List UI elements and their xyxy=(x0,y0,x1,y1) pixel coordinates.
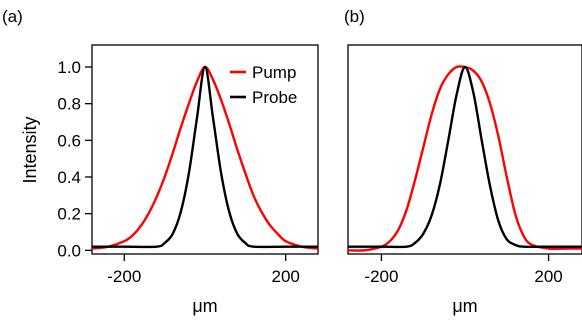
x-tick-label: 200 xyxy=(272,267,300,286)
legend-label-probe: Probe xyxy=(252,88,297,107)
legend: Pump Probe xyxy=(230,63,297,107)
legend-label-pump: Pump xyxy=(252,63,296,82)
y-tick-label: 0.0 xyxy=(57,241,81,260)
panel-label-a: (a) xyxy=(2,7,23,26)
x-tick-label: 200 xyxy=(534,267,562,286)
series-b xyxy=(348,65,582,252)
panel-a: (a) 0.0 0.2 0.4 0.6 0.8 1.0 -200 200 Intensity… xyxy=(2,7,319,316)
red-series-line-b xyxy=(348,65,582,252)
black-series-line-b xyxy=(348,65,582,249)
x-axis-b: -200 200 xyxy=(364,254,563,286)
probe-series-line-a xyxy=(92,65,318,249)
series-a xyxy=(92,65,318,250)
y-tick-label: 1.0 xyxy=(57,58,81,77)
x-tick-label: -200 xyxy=(107,267,141,286)
y-tick-label: 0.8 xyxy=(57,95,81,114)
y-tick-label: 0.6 xyxy=(57,131,81,150)
panel-b: (b) -200 200 μm xyxy=(344,7,582,316)
plot-frame-b xyxy=(347,44,582,255)
y-axis-title-a: Intensity xyxy=(20,116,40,183)
plot-frame-a xyxy=(91,44,319,255)
y-tick-label: 0.4 xyxy=(57,168,81,187)
x-axis-title-a: μm xyxy=(192,296,217,316)
y-tick-label: 0.2 xyxy=(57,205,81,224)
y-axis-a: 0.0 0.2 0.4 0.6 0.8 1.0 xyxy=(57,58,92,260)
x-axis-title-b: μm xyxy=(452,296,477,316)
x-axis-a: -200 200 xyxy=(107,254,300,286)
x-tick-label: -200 xyxy=(364,267,398,286)
panel-label-b: (b) xyxy=(344,7,365,26)
